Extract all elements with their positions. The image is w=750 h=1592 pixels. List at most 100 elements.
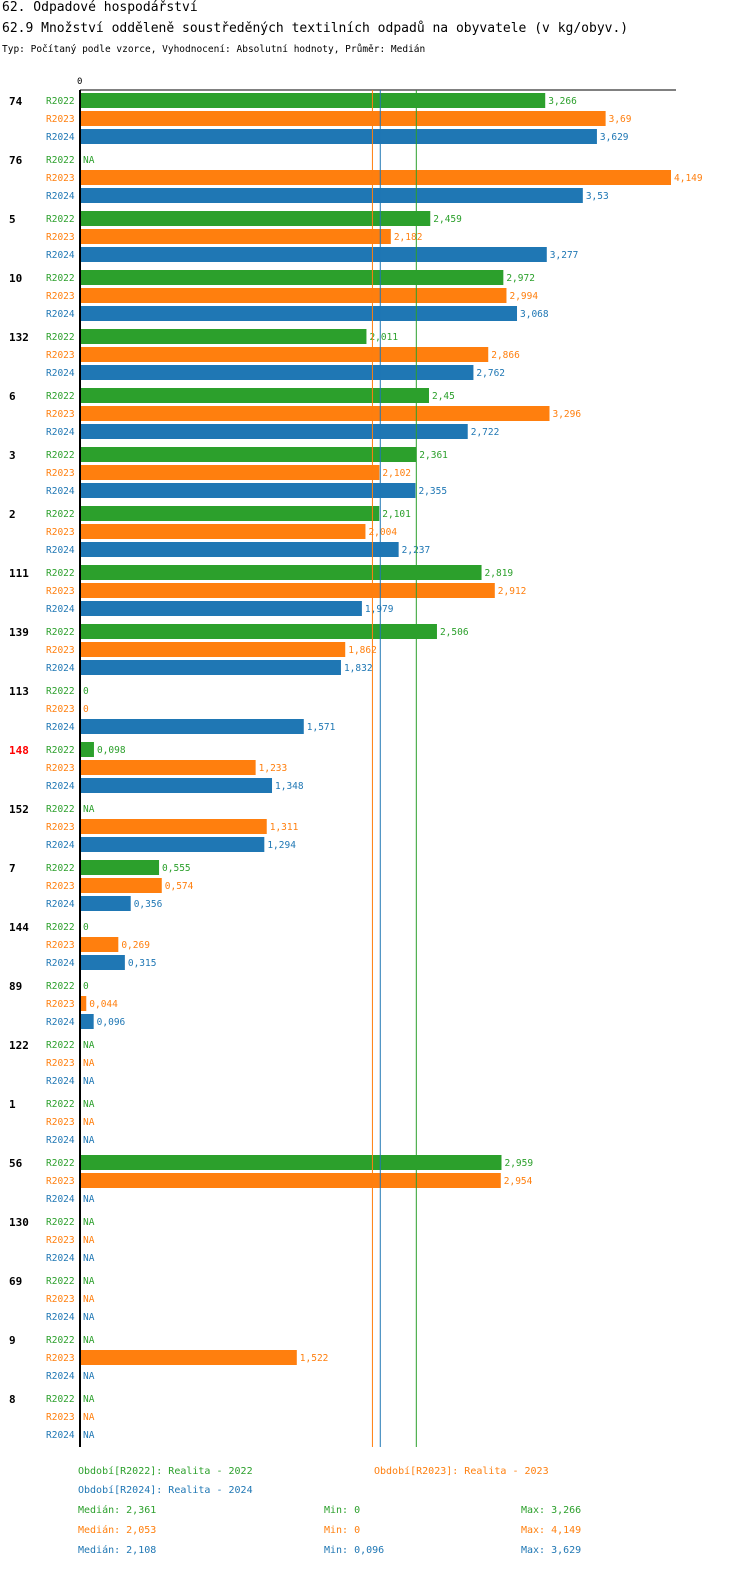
value-label: 2,361 — [419, 450, 448, 461]
series-label: R2023 — [46, 1235, 75, 1246]
series-label: R2024 — [46, 309, 75, 320]
category-label: 3 — [9, 449, 16, 462]
series-label: R2023 — [46, 1412, 75, 1423]
category-label: 76 — [9, 154, 23, 167]
value-label: 1,233 — [259, 763, 288, 774]
value-label: 1,311 — [270, 822, 299, 833]
value-label: NA — [83, 1117, 95, 1128]
value-label: 1,571 — [307, 722, 336, 733]
value-label: 3,266 — [548, 96, 577, 107]
value-label: 0 — [83, 686, 89, 697]
value-label: NA — [83, 1135, 95, 1146]
bar-r2024 — [80, 778, 273, 793]
value-label: 2,004 — [368, 527, 397, 538]
series-label: R2022 — [46, 863, 75, 874]
series-label: R2023 — [46, 350, 75, 361]
category-label: 1 — [9, 1098, 16, 1111]
series-label: R2023 — [46, 527, 75, 538]
bar-r2024 — [80, 1014, 94, 1029]
series-label: R2024 — [46, 781, 75, 792]
value-label: NA — [83, 1430, 95, 1441]
series-label: R2023 — [46, 999, 75, 1010]
value-label: 1,979 — [365, 604, 394, 615]
value-label: 1,832 — [344, 663, 373, 674]
value-label: NA — [83, 1217, 95, 1228]
bar-r2023 — [80, 878, 162, 893]
bar-r2022 — [80, 329, 367, 344]
series-label: R2022 — [46, 1158, 75, 1169]
chart-title: 62.9 Množství odděleně soustředěných tex… — [2, 21, 629, 36]
series-label: R2022 — [46, 1217, 75, 1228]
bar-r2024 — [80, 896, 131, 911]
category-label: 8 — [9, 1393, 16, 1406]
series-label: R2023 — [46, 1176, 75, 1187]
value-label: 2,959 — [504, 1158, 533, 1169]
series-label: R2024 — [46, 545, 75, 556]
series-label: R2022 — [46, 568, 75, 579]
bar-r2023 — [80, 406, 550, 421]
bar-r2023 — [80, 111, 606, 126]
bar-r2024 — [80, 306, 518, 321]
bar-r2022 — [80, 447, 417, 462]
bar-r2024 — [80, 365, 474, 380]
bar-r2022 — [80, 211, 431, 226]
series-label: R2023 — [46, 1353, 75, 1364]
bar-r2022 — [80, 506, 380, 521]
series-label: R2022 — [46, 627, 75, 638]
value-label: NA — [83, 1335, 95, 1346]
legend-max-r2023: Max: 4,149 — [521, 1525, 582, 1536]
value-label: 2,994 — [509, 291, 538, 302]
series-label: R2024 — [46, 899, 75, 910]
series-label: R2024 — [46, 604, 75, 615]
value-label: 0,315 — [128, 958, 157, 969]
value-label: NA — [83, 1394, 95, 1405]
category-label: 6 — [9, 390, 16, 403]
series-label: R2024 — [46, 427, 75, 438]
series-label: R2022 — [46, 509, 75, 520]
value-label: 0,269 — [121, 940, 150, 951]
bar-r2022 — [80, 388, 429, 403]
series-label: R2024 — [46, 1253, 75, 1264]
bar-r2023 — [80, 524, 366, 539]
category-label: 111 — [9, 567, 29, 580]
series-label: R2024 — [46, 840, 75, 851]
category-label: 5 — [9, 213, 16, 226]
value-label: 2,459 — [433, 214, 462, 225]
value-label: 1,522 — [300, 1353, 329, 1364]
series-label: R2023 — [46, 173, 75, 184]
bar-r2024 — [80, 542, 399, 557]
category-label: 132 — [9, 331, 29, 344]
value-label: 2,954 — [504, 1176, 533, 1187]
legend-period-r2023: Období[R2023]: Realita - 2023 — [374, 1466, 549, 1477]
value-label: 3,068 — [520, 309, 549, 320]
series-label: R2022 — [46, 1276, 75, 1287]
value-label: 0,096 — [97, 1017, 126, 1028]
value-label: 2,45 — [432, 391, 455, 402]
bar-r2022 — [80, 270, 504, 285]
bar-r2024 — [80, 601, 362, 616]
value-label: NA — [83, 1371, 95, 1382]
bar-r2023 — [80, 937, 119, 952]
value-label: 0,098 — [97, 745, 126, 756]
category-label: 69 — [9, 1275, 22, 1288]
series-label: R2023 — [46, 704, 75, 715]
bar-r2024 — [80, 719, 304, 734]
value-label: NA — [83, 1412, 95, 1423]
bar-r2024 — [80, 188, 583, 203]
series-label: R2023 — [46, 645, 75, 656]
series-label: R2024 — [46, 958, 75, 969]
series-label: R2024 — [46, 1135, 75, 1146]
bar-r2023 — [80, 465, 380, 480]
category-label: 130 — [9, 1216, 29, 1229]
value-label: 2,506 — [440, 627, 469, 638]
value-label: 0,555 — [162, 863, 191, 874]
bar-r2023 — [80, 1350, 297, 1365]
bar-r2022 — [80, 742, 94, 757]
category-label: 144 — [9, 921, 29, 934]
category-label: 10 — [9, 272, 22, 285]
bar-r2023 — [80, 347, 489, 362]
bar-r2022 — [80, 860, 160, 875]
legend-median-r2023: Medián: 2,053 — [78, 1525, 157, 1536]
category-label: 89 — [9, 980, 22, 993]
bar-r2023 — [80, 642, 346, 657]
